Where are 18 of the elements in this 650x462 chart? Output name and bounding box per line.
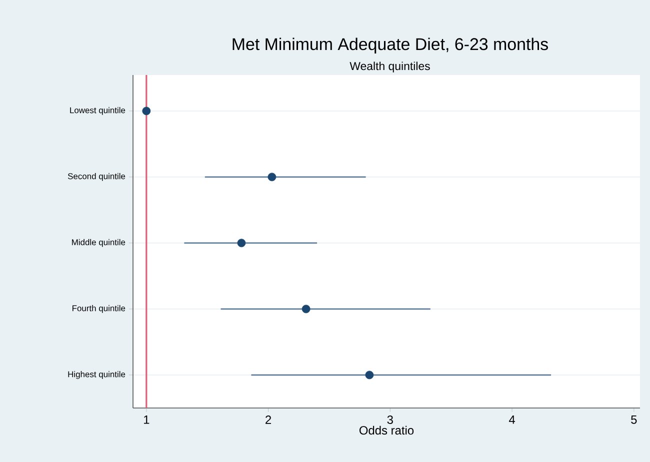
point [237,238,246,248]
y-tick-label: Middle quintile [72,239,126,247]
y-tick-label: Highest quintile [68,371,126,379]
y-tick-label: Fourth quintile [72,305,126,313]
point [268,172,276,182]
point [302,304,310,314]
point [142,106,151,116]
x-axis-title: Odds ratio [359,426,414,435]
x-tick-label: 1 [144,416,150,424]
x-tick-label: 2 [266,416,272,424]
x-tick-label: 4 [508,416,516,424]
y-tick-label: Second quintile [68,173,126,181]
x-tick-label: 3 [387,416,393,424]
y-tick-label: Lowest quintile [70,107,126,115]
chart-title: Met Minimum Adequate Diet, 6-23 months [232,38,548,54]
point [365,370,374,380]
chart-subtitle: Wealth quintiles [350,62,430,72]
x-tick-label: 5 [631,416,637,424]
